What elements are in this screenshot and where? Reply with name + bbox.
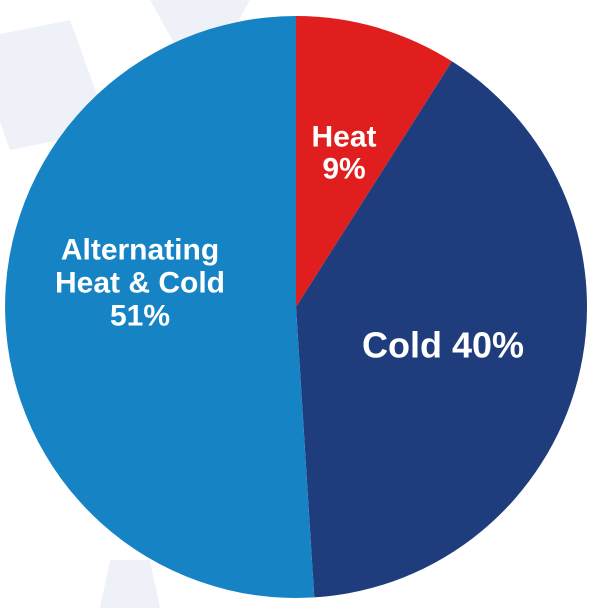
slice-label-heat: Heat 9%	[311, 121, 376, 186]
slice-label-line: Alternating	[61, 234, 219, 267]
pie-slice-heat	[296, 16, 452, 307]
pie-labels: Heat 9% Cold 40% Alternating Heat & Cold 51%	[55, 121, 524, 366]
slice-label-cold: Cold 40%	[362, 325, 524, 366]
slice-label-alternating-heat-cold: Alternating Heat & Cold 51%	[55, 234, 225, 333]
pie-slice-cold	[296, 61, 588, 598]
pie-slices	[5, 16, 588, 598]
pie-slice-alternating-heat-cold	[5, 16, 315, 598]
slice-label-line: 9%	[322, 153, 365, 186]
slice-label-line: Cold 40%	[362, 325, 524, 366]
slice-label-line: Heat & Cold	[55, 267, 225, 300]
slice-label-line: Heat	[311, 121, 376, 154]
slice-label-line: 51%	[110, 300, 170, 333]
